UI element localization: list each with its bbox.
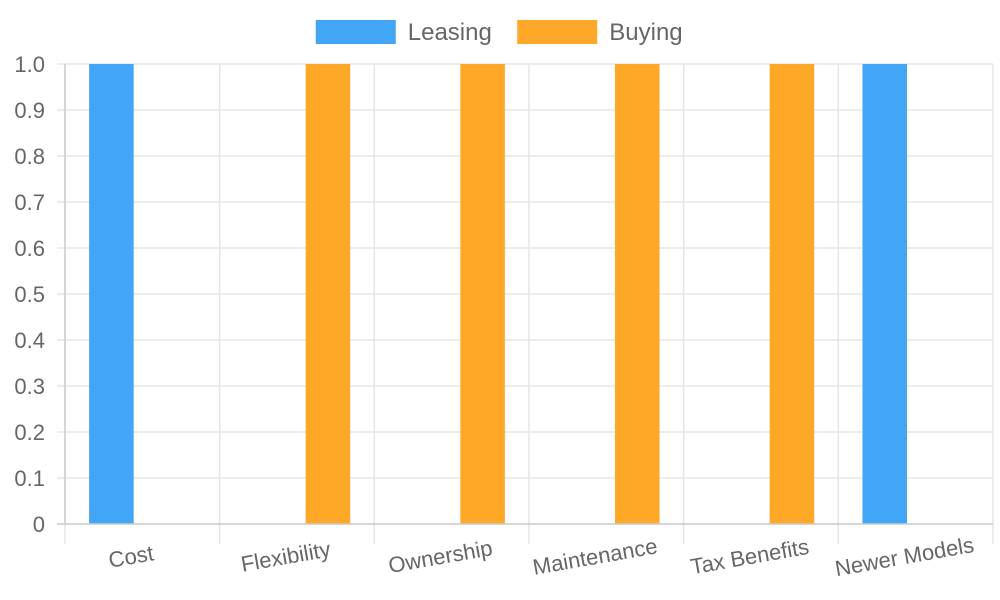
y-tick-label: 0.8: [14, 144, 45, 169]
y-tick-label: 0.7: [14, 190, 45, 215]
bars: [89, 64, 908, 524]
x-tick-label-newer-models: Newer Models: [833, 532, 976, 581]
x-tick-label-ownership: Ownership: [386, 535, 494, 578]
y-tick-label: 0.2: [14, 420, 45, 445]
y-tick-label: 0.3: [14, 374, 45, 399]
bar-leasing-newer-models[interactable]: [862, 64, 908, 524]
y-tick-label: 0: [33, 512, 45, 537]
legend-swatch: [517, 20, 598, 44]
legend-label: Leasing: [408, 19, 492, 46]
y-tick-label: 1.0: [14, 52, 45, 77]
legend-swatch: [315, 20, 396, 44]
bar-buying-ownership[interactable]: [460, 64, 505, 524]
x-tick-labels: Cost Flexibility Ownership Maintenance Tax B…: [107, 532, 976, 581]
grid-lines: [57, 63, 994, 544]
y-tick-label: 0.1: [14, 466, 45, 491]
y-tick-labels: 0 0.1 0.2 0.3 0.4 0.5 0.6 0.7 0.8 0.9 1.0: [14, 52, 45, 537]
y-tick-label: 0.9: [14, 98, 45, 123]
y-tick-label: 0.6: [14, 236, 45, 261]
axes: [57, 64, 993, 525]
bar-buying-tax-benefits[interactable]: [769, 64, 815, 524]
bar-leasing-cost[interactable]: [89, 64, 134, 524]
x-tick-label-flexibility: Flexibility: [239, 536, 332, 576]
x-tick-label-tax-benefits: Tax Benefits: [689, 534, 811, 579]
legend: Leasing Buying: [315, 19, 683, 46]
bar-buying-maintenance[interactable]: [614, 64, 660, 524]
y-tick-label: 0.5: [14, 282, 45, 307]
legend-label: Buying: [609, 19, 682, 46]
x-tick-label-maintenance: Maintenance: [531, 533, 659, 579]
y-tick-label: 0.4: [14, 328, 45, 353]
legend-item-leasing[interactable]: Leasing: [315, 19, 492, 46]
x-tick-label-cost: Cost: [107, 540, 156, 572]
legend-item-buying[interactable]: Buying: [517, 19, 683, 46]
bar-buying-flexibility[interactable]: [305, 64, 351, 524]
